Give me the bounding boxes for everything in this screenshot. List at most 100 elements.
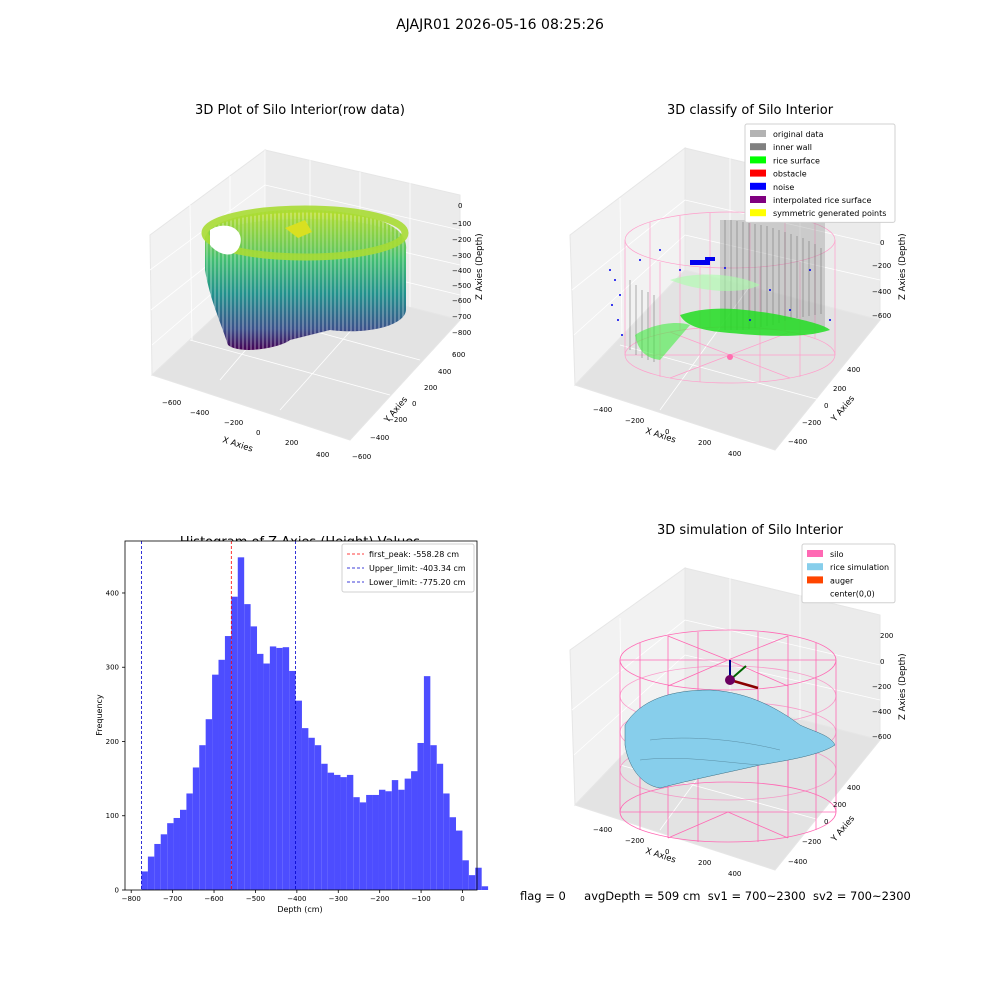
raw-ztick: −800: [452, 329, 471, 337]
figure-title: AJAJR01 2026-05-16 08:25:26: [396, 17, 604, 33]
raw-ytick: 400: [438, 368, 451, 376]
histogram-bar: [224, 636, 232, 890]
simulation-3d-plot[interactable]: −400 −200 0 200 400 400 200 0 −200 −400 …: [550, 540, 950, 900]
y-tick-label: 300: [106, 664, 119, 672]
classify-3d-plot[interactable]: −400 −200 0 200 400 400 200 0 −200 −400 …: [550, 120, 950, 480]
histogram-bar: [218, 659, 225, 890]
sim-ylabel: Y Axies: [829, 814, 857, 845]
rice-simulation-surface: [624, 689, 836, 789]
histogram-bar: [340, 777, 347, 890]
legend-swatch: [750, 169, 766, 177]
classify-ytick: 400: [847, 366, 860, 374]
legend-label: silo: [830, 550, 844, 559]
histogram-bar: [404, 778, 412, 890]
legend-swatch: [807, 576, 823, 584]
classify-xtick: 200: [698, 439, 711, 447]
x-tick-label: −400: [287, 895, 306, 903]
histogram-bar: [192, 767, 200, 890]
raw-zlabel: Z Axies (Depth): [475, 233, 485, 300]
raw-ytick: −600: [352, 453, 371, 461]
raw-ztick: −700: [452, 313, 471, 321]
sim-ytick: −400: [788, 858, 807, 866]
raw-xtick: 400: [316, 451, 329, 459]
classify-ztick: −600: [872, 312, 891, 320]
histogram-bar: [378, 789, 386, 890]
classify-ytick: −400: [788, 438, 807, 446]
raw-ytick: 0: [412, 400, 416, 408]
histogram-bar: [430, 745, 437, 890]
histogram-bar: [443, 793, 450, 890]
histogram-bar: [263, 663, 270, 890]
x-tick-label: −100: [411, 895, 430, 903]
histogram-bar: [346, 774, 354, 890]
raw-xtick: 0: [256, 429, 260, 437]
raw-ztick: −200: [452, 236, 471, 244]
y-tick-label: 0: [115, 887, 119, 895]
legend-label: obstacle: [773, 170, 807, 179]
raw-ytick: −400: [370, 434, 389, 442]
sim-ztick: −200: [872, 683, 891, 691]
classify-xtick: −200: [625, 417, 644, 425]
classify-ytick: −200: [802, 419, 821, 427]
histogram-bar: [205, 719, 213, 890]
histogram-bar: [456, 830, 463, 890]
histogram-xlabel: Depth (cm): [277, 905, 322, 914]
classify-xtick: −400: [593, 406, 612, 414]
classify-xtick: 0: [665, 428, 669, 436]
x-tick-label: −600: [204, 895, 223, 903]
legend-swatch: [750, 182, 766, 190]
raw-ztick: 0: [458, 202, 462, 210]
sim-xlabel: X Axies: [644, 846, 677, 865]
legend-label: center(0,0): [830, 590, 875, 599]
histogram-bar: [289, 670, 296, 890]
legend-label: Lower_limit: -775.20 cm: [369, 578, 466, 587]
legend-swatch: [750, 196, 766, 203]
histogram-bar: [212, 674, 219, 890]
histogram-bar: [462, 860, 469, 890]
histogram-bar: [468, 875, 476, 890]
raw-xtick: 200: [285, 439, 298, 447]
histogram-bar: [257, 653, 264, 890]
legend-box: [801, 543, 896, 604]
sv2-text: sv2 = 700~2300: [812, 889, 911, 903]
histogram-bar: [237, 557, 245, 890]
classify-ztick: −400: [872, 288, 891, 296]
histogram-bar: [231, 596, 238, 890]
sim-xtick: 400: [728, 870, 741, 878]
histogram-bar: [199, 745, 206, 890]
y-tick-label: 400: [106, 589, 119, 597]
classify-ztick: −200: [872, 262, 891, 270]
histogram-bar: [147, 856, 155, 890]
y-tick-label: 100: [106, 812, 119, 820]
raw-ztick: −400: [452, 267, 471, 275]
histogram-bar: [244, 604, 251, 890]
raw-xlabel: X Axies: [221, 435, 254, 454]
raw-ztick: −100: [452, 220, 471, 228]
raw-points-rim: [201, 205, 409, 261]
pane-floor: [574, 269, 881, 451]
histogram-bar: [186, 793, 193, 890]
sim-ytick: 200: [833, 801, 846, 809]
sim-xtick: −200: [625, 837, 644, 845]
histogram-bar: [167, 823, 174, 890]
histogram-bar: [334, 774, 341, 890]
legend-label: rice simulation: [830, 563, 889, 572]
sim-ytick: 0: [824, 818, 828, 826]
histogram-frame: [124, 540, 478, 891]
legend-label: auger: [830, 576, 854, 585]
classify-ylabel: Y Axies: [829, 394, 857, 425]
histogram-bar: [417, 742, 424, 890]
histogram-chart[interactable]: Histogram of Z-Axies (Height) Values −80…: [80, 535, 500, 925]
raw-ytick: −200: [388, 416, 407, 424]
x-tick-label: −200: [370, 895, 389, 903]
histogram-bar: [449, 817, 457, 890]
classify-ytick: 0: [824, 402, 828, 410]
raw-3d-plot[interactable]: −600 −400 −200 0 200 400 600 400 200 0 −…: [130, 120, 490, 480]
sim-xtick: 200: [698, 859, 711, 867]
x-tick-label: −500: [246, 895, 265, 903]
legend-swatch: [750, 156, 766, 164]
raw-plot-title: 3D Plot of Silo Interior(row data): [195, 103, 405, 118]
x-tick-label: −300: [329, 895, 348, 903]
histogram-bar: [398, 789, 405, 890]
histogram-bar: [276, 647, 283, 890]
